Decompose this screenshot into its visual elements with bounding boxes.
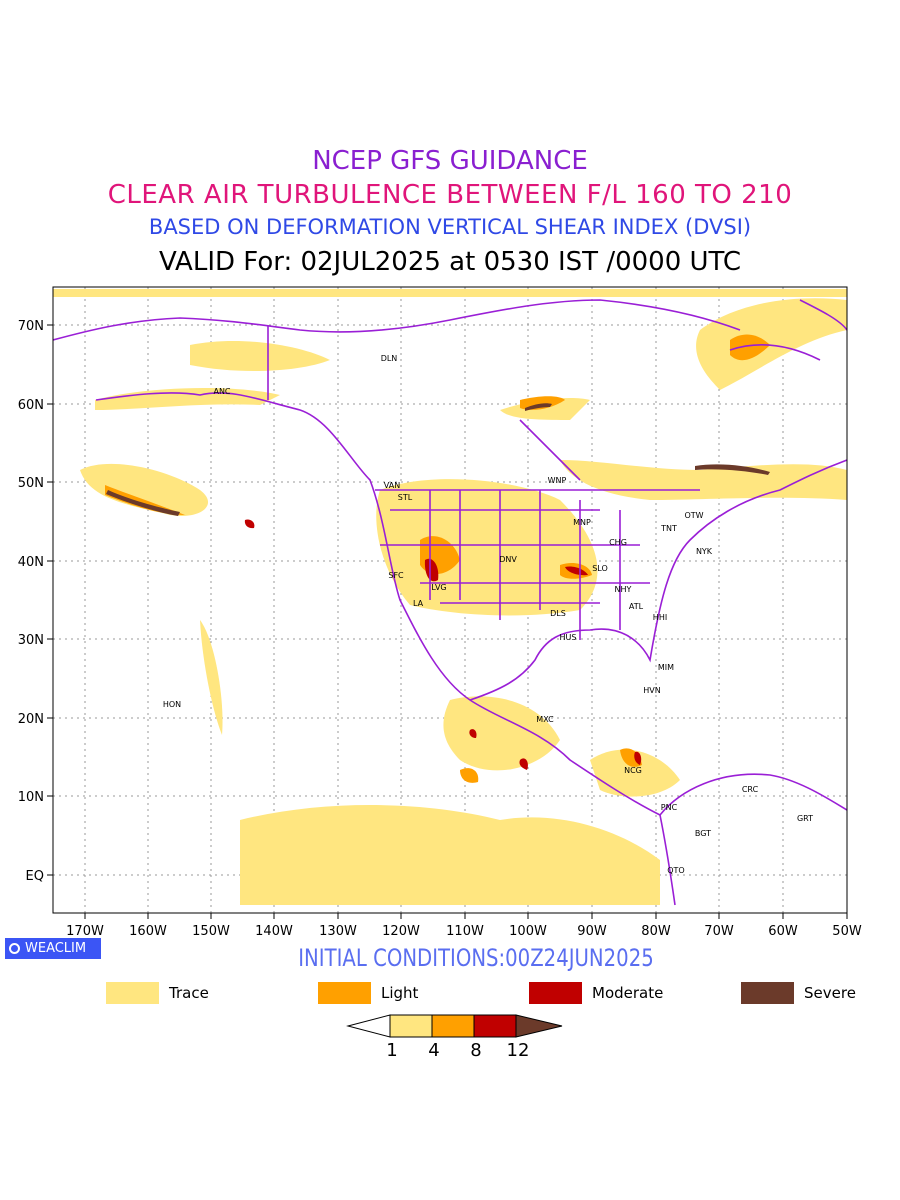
colorbar-high-arrow	[515, 1014, 563, 1038]
station-label: LVG	[431, 583, 446, 592]
longitude-labels: 170W 160W 150W 140W 130W 120W 110W 100W 90W 80W 70…	[66, 913, 862, 939]
lon-label: 70W	[704, 924, 734, 939]
station-label: NCG	[624, 766, 642, 775]
lat-label: 20N	[18, 712, 44, 727]
valid-time: VALID For: 02JUL2025 at 0530 IST /0000 U…	[158, 247, 742, 277]
chart-title: NCEP GFS GUIDANCE	[312, 146, 588, 176]
station-labels: DLN ANC VAN STL WNP OTW TNT MNP CHG NYK DNV SLO SFC L…	[163, 354, 813, 875]
station-label: DLS	[550, 609, 566, 618]
station-label: SLO	[592, 564, 608, 573]
station-label: WNP	[548, 476, 567, 485]
station-label: PNC	[661, 803, 678, 812]
colorbar-moderate	[473, 1014, 517, 1038]
station-label: MIM	[658, 663, 674, 672]
station-label: DLN	[381, 354, 398, 363]
legend-label: Moderate	[592, 984, 664, 1002]
colorbar-tick: 8	[470, 1040, 481, 1061]
station-label: HON	[163, 700, 181, 709]
lat-label: 30N	[18, 633, 44, 648]
station-label: BGT	[695, 829, 711, 838]
turbulence-shading	[53, 289, 847, 905]
lat-label: 10N	[18, 790, 44, 805]
lon-label: 80W	[641, 924, 671, 939]
station-label: GRT	[797, 814, 813, 823]
colorbar-tick: 12	[507, 1040, 530, 1061]
globe-icon	[9, 943, 20, 954]
lon-label: 100W	[509, 924, 547, 939]
colorbar-tick: 4	[428, 1040, 439, 1061]
lon-label: 50W	[832, 924, 862, 939]
lon-label: 110W	[446, 924, 484, 939]
legend-label: Trace	[169, 984, 209, 1002]
lat-label: 40N	[18, 555, 44, 570]
legend-swatch	[741, 982, 794, 1004]
station-label: OTW	[684, 511, 703, 520]
lon-label: 60W	[768, 924, 798, 939]
station-label: CRC	[742, 785, 759, 794]
station-label: NYK	[696, 547, 713, 556]
lat-label: EQ	[26, 869, 44, 884]
station-label: ATL	[629, 602, 644, 611]
initial-conditions: INITIAL CONDITIONS:00Z24JUN2025	[298, 944, 654, 972]
latitude-labels: 70N 60N 50N 40N 30N 20N 10N EQ	[18, 319, 53, 884]
map-frame	[52, 286, 848, 914]
colorbar-light	[431, 1014, 475, 1038]
station-label: VAN	[384, 481, 400, 490]
station-label: MXC	[536, 715, 554, 724]
station-label: STL	[398, 493, 413, 502]
lon-label: 160W	[129, 924, 167, 939]
station-label: TNT	[660, 524, 677, 533]
station-label: CHG	[609, 538, 627, 547]
legend-label: Light	[381, 984, 419, 1002]
colorbar: 1 4 8 12	[346, 1014, 563, 1061]
station-label: SFC	[388, 571, 404, 580]
legend-swatch	[318, 982, 371, 1004]
lat-label: 50N	[18, 476, 44, 491]
station-label: NHY	[615, 585, 632, 594]
index-description: BASED ON DEFORMATION VERTICAL SHEAR INDE…	[148, 215, 752, 239]
lon-label: 150W	[192, 924, 230, 939]
logo-text: WEACLIM	[25, 941, 87, 956]
station-label: QTO	[667, 866, 684, 875]
coastlines-and-borders	[53, 299, 847, 906]
colorbar-trace	[389, 1014, 433, 1038]
station-label: ANC	[213, 387, 230, 396]
station-label: HUS	[560, 633, 577, 642]
weaclim-logo: WEACLIM	[5, 938, 101, 959]
station-label: DNV	[499, 555, 517, 564]
lat-label: 60N	[18, 398, 44, 413]
lon-label: 90W	[577, 924, 607, 939]
station-label: MNP	[573, 518, 591, 527]
legend-label: Severe	[804, 984, 856, 1002]
colorbar-low-arrow	[346, 1014, 391, 1038]
lon-label: 120W	[382, 924, 420, 939]
station-label: HVN	[643, 686, 660, 695]
lon-label: 170W	[66, 924, 104, 939]
station-label: HHI	[653, 613, 667, 622]
legend-swatch	[106, 982, 159, 1004]
lat-label: 70N	[18, 319, 44, 334]
lon-label: 140W	[255, 924, 293, 939]
colorbar-tick: 1	[386, 1040, 397, 1061]
station-label: LA	[413, 599, 424, 608]
chart-subtitle: CLEAR AIR TURBULENCE BETWEEN F/L 160 TO …	[107, 180, 793, 210]
lon-label: 130W	[319, 924, 357, 939]
legend-swatch	[529, 982, 582, 1004]
